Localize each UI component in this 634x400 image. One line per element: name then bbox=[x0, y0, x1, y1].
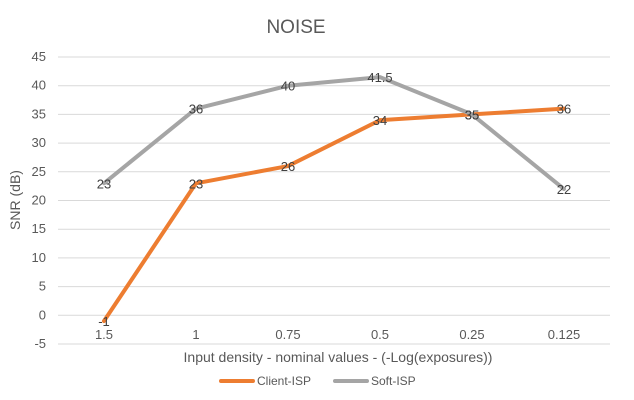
x-axis-title: Input density - nominal values - (-Log(e… bbox=[184, 349, 493, 365]
data-label: 36 bbox=[189, 102, 203, 117]
y-axis-ticks: -5 0 5 10 15 20 25 30 35 40 45 bbox=[32, 49, 46, 351]
y-tick-label: -5 bbox=[34, 336, 46, 351]
data-label: 40 bbox=[281, 79, 295, 94]
y-tick-label: 15 bbox=[32, 221, 46, 236]
series-line-client-isp bbox=[102, 106, 566, 324]
y-tick-label: 0 bbox=[39, 307, 46, 322]
gridlines bbox=[58, 56, 610, 345]
x-tick-label: 0.125 bbox=[548, 327, 581, 342]
data-label: 36 bbox=[557, 102, 571, 117]
x-axis-ticks: 1.5 1 0.75 0.5 0.25 0.125 bbox=[95, 327, 580, 342]
data-label: 26 bbox=[281, 159, 295, 174]
data-label: 22 bbox=[557, 182, 571, 197]
y-tick-label: 40 bbox=[32, 78, 46, 93]
y-axis-title: SNR (dB) bbox=[7, 170, 23, 230]
data-label: 23 bbox=[189, 176, 203, 191]
data-label: 35 bbox=[465, 107, 479, 122]
legend: Client-ISP Soft-ISP bbox=[219, 374, 416, 388]
legend-label: Client-ISP bbox=[257, 374, 311, 388]
y-tick-label: 10 bbox=[32, 250, 46, 265]
y-tick-label: 20 bbox=[32, 193, 46, 208]
x-tick-label: 1 bbox=[192, 327, 199, 342]
data-label: 34 bbox=[373, 113, 387, 128]
x-tick-label: 0.5 bbox=[371, 327, 389, 342]
y-tick-label: 35 bbox=[32, 106, 46, 121]
series-lines bbox=[102, 75, 566, 324]
chart-title: NOISE bbox=[266, 17, 325, 38]
data-label: 35 bbox=[465, 107, 479, 122]
data-label: 23 bbox=[97, 176, 111, 191]
legend-label: Soft-ISP bbox=[371, 374, 416, 388]
y-tick-label: 45 bbox=[32, 49, 46, 64]
series-line-soft-isp bbox=[102, 75, 566, 192]
y-tick-label: 5 bbox=[39, 279, 46, 294]
y-tick-label: 30 bbox=[32, 135, 46, 150]
x-tick-label: 0.25 bbox=[459, 327, 484, 342]
data-label: -1 bbox=[98, 314, 110, 329]
y-tick-label: 25 bbox=[32, 164, 46, 179]
data-label: 41.5 bbox=[367, 70, 392, 85]
x-tick-label: 0.75 bbox=[275, 327, 300, 342]
x-tick-label: 1.5 bbox=[95, 327, 113, 342]
